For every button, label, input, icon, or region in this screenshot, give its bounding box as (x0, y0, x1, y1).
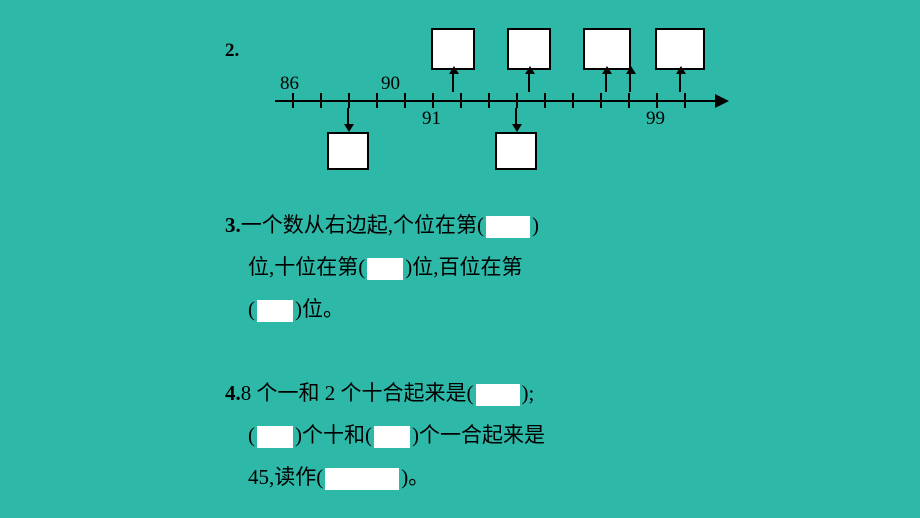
tick (544, 93, 546, 108)
question-3: 3.一个数从右边起,个位在第() 位,十位在第()位,百位在第 ()位。 (225, 204, 539, 330)
blank-input[interactable] (486, 216, 530, 238)
blank-input[interactable] (476, 384, 520, 406)
arrow-up-icon (626, 66, 636, 74)
tick (572, 93, 574, 108)
blank-input[interactable] (257, 300, 293, 322)
blank-box-bottom-1[interactable] (327, 132, 369, 170)
arrow-up-icon (525, 66, 535, 74)
blank-input[interactable] (257, 426, 293, 448)
tick (376, 93, 378, 108)
arrow-up-icon (676, 66, 686, 74)
arrow-up-icon (449, 66, 459, 74)
blank-box-bottom-2[interactable] (495, 132, 537, 170)
connector (629, 72, 631, 92)
tick (404, 93, 406, 108)
question-3-number: 3. (225, 213, 241, 237)
label-86: 86 (280, 73, 299, 95)
number-line-axis (275, 100, 717, 102)
question-4: 4.8 个一和 2 个十合起来是(); ()个十和()个一合起来是 45,读作(… (225, 372, 545, 498)
tick (488, 93, 490, 108)
arrow-down-icon (512, 124, 522, 132)
tick (320, 93, 322, 108)
tick (684, 93, 686, 108)
blank-box-top-3[interactable] (583, 28, 631, 70)
connector (528, 72, 530, 92)
label-99: 99 (646, 108, 665, 130)
tick (348, 93, 350, 108)
blank-box-top-4[interactable] (655, 28, 705, 70)
tick (656, 93, 658, 108)
axis-arrow (715, 94, 729, 108)
arrow-up-icon (602, 66, 612, 74)
q4-line3: 45,读作()。 (248, 456, 545, 498)
tick (600, 93, 602, 108)
question-4-number: 4. (225, 381, 241, 405)
connector (605, 72, 607, 92)
question-2-number: 2. (225, 40, 239, 62)
q3-line1: 3.一个数从右边起,个位在第() (225, 204, 539, 246)
blank-input[interactable] (374, 426, 410, 448)
q3-line2: 位,十位在第()位,百位在第 (248, 246, 539, 288)
label-91: 91 (422, 108, 441, 130)
q3-line3: ()位。 (248, 288, 539, 330)
tick (628, 93, 630, 108)
label-90: 90 (381, 73, 400, 95)
number-line-diagram: 86 90 91 (255, 28, 735, 178)
tick (516, 93, 518, 108)
q4-line1: 4.8 个一和 2 个十合起来是(); (225, 372, 545, 414)
tick (292, 93, 294, 108)
blank-box-top-2[interactable] (507, 28, 551, 70)
tick (460, 93, 462, 108)
connector (679, 72, 681, 92)
blank-input[interactable] (367, 258, 403, 280)
blank-input[interactable] (325, 468, 399, 490)
tick (432, 93, 434, 108)
arrow-down-icon (344, 124, 354, 132)
connector (452, 72, 454, 92)
q4-line2: ()个十和()个一合起来是 (248, 414, 545, 456)
blank-box-top-1[interactable] (431, 28, 475, 70)
